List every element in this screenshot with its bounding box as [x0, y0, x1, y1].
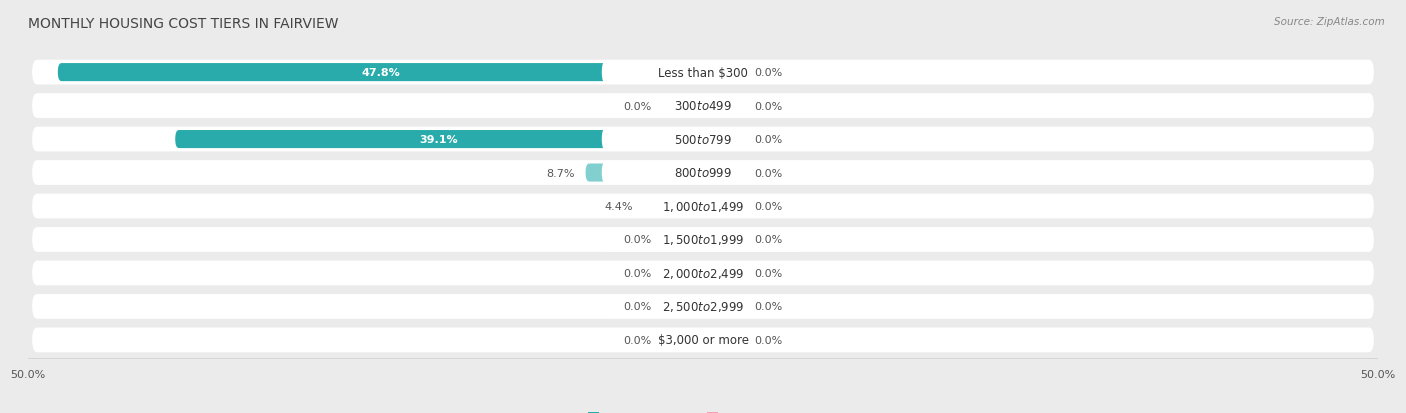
Text: 47.8%: 47.8%: [361, 68, 399, 78]
FancyBboxPatch shape: [703, 264, 744, 282]
Text: $500 to $799: $500 to $799: [673, 133, 733, 146]
FancyBboxPatch shape: [703, 298, 744, 316]
FancyBboxPatch shape: [662, 331, 703, 349]
FancyBboxPatch shape: [602, 328, 804, 352]
FancyBboxPatch shape: [602, 95, 804, 118]
Legend: Owner-occupied, Renter-occupied: Owner-occupied, Renter-occupied: [583, 408, 823, 413]
FancyBboxPatch shape: [32, 127, 1374, 152]
FancyBboxPatch shape: [32, 228, 1374, 252]
Text: $1,000 to $1,499: $1,000 to $1,499: [662, 199, 744, 214]
FancyBboxPatch shape: [602, 128, 804, 152]
FancyBboxPatch shape: [602, 161, 804, 185]
FancyBboxPatch shape: [644, 197, 703, 216]
Text: 0.0%: 0.0%: [754, 135, 783, 145]
Text: Source: ZipAtlas.com: Source: ZipAtlas.com: [1274, 17, 1385, 26]
FancyBboxPatch shape: [32, 261, 1374, 286]
Text: $2,500 to $2,999: $2,500 to $2,999: [662, 300, 744, 313]
Text: 4.4%: 4.4%: [605, 202, 633, 211]
FancyBboxPatch shape: [662, 231, 703, 249]
FancyBboxPatch shape: [703, 131, 744, 149]
Text: 0.0%: 0.0%: [754, 68, 783, 78]
FancyBboxPatch shape: [32, 194, 1374, 219]
FancyBboxPatch shape: [703, 331, 744, 349]
Text: 0.0%: 0.0%: [754, 168, 783, 178]
FancyBboxPatch shape: [602, 228, 804, 252]
Text: 0.0%: 0.0%: [623, 301, 652, 312]
FancyBboxPatch shape: [32, 294, 1374, 319]
Text: Less than $300: Less than $300: [658, 66, 748, 79]
FancyBboxPatch shape: [176, 131, 703, 149]
FancyBboxPatch shape: [602, 195, 804, 218]
Text: MONTHLY HOUSING COST TIERS IN FAIRVIEW: MONTHLY HOUSING COST TIERS IN FAIRVIEW: [28, 17, 339, 31]
FancyBboxPatch shape: [703, 97, 744, 115]
Text: 8.7%: 8.7%: [547, 168, 575, 178]
Text: 0.0%: 0.0%: [754, 235, 783, 245]
FancyBboxPatch shape: [602, 295, 804, 318]
FancyBboxPatch shape: [662, 97, 703, 115]
Text: 0.0%: 0.0%: [754, 101, 783, 112]
Text: $800 to $999: $800 to $999: [673, 166, 733, 180]
Text: 0.0%: 0.0%: [623, 235, 652, 245]
FancyBboxPatch shape: [602, 61, 804, 85]
Text: 0.0%: 0.0%: [754, 301, 783, 312]
Text: 0.0%: 0.0%: [754, 335, 783, 345]
Text: $2,000 to $2,499: $2,000 to $2,499: [662, 266, 744, 280]
FancyBboxPatch shape: [32, 328, 1374, 352]
FancyBboxPatch shape: [703, 231, 744, 249]
Text: 0.0%: 0.0%: [623, 335, 652, 345]
Text: 0.0%: 0.0%: [754, 268, 783, 278]
Text: 39.1%: 39.1%: [420, 135, 458, 145]
Text: $3,000 or more: $3,000 or more: [658, 334, 748, 347]
Text: $1,500 to $1,999: $1,500 to $1,999: [662, 233, 744, 247]
FancyBboxPatch shape: [32, 61, 1374, 85]
FancyBboxPatch shape: [32, 94, 1374, 119]
FancyBboxPatch shape: [58, 64, 703, 82]
FancyBboxPatch shape: [585, 164, 703, 182]
Text: 0.0%: 0.0%: [754, 202, 783, 211]
FancyBboxPatch shape: [662, 264, 703, 282]
FancyBboxPatch shape: [703, 164, 744, 182]
FancyBboxPatch shape: [32, 161, 1374, 185]
FancyBboxPatch shape: [703, 64, 744, 82]
FancyBboxPatch shape: [703, 197, 744, 216]
Text: 0.0%: 0.0%: [623, 268, 652, 278]
Text: $300 to $499: $300 to $499: [673, 100, 733, 113]
FancyBboxPatch shape: [662, 298, 703, 316]
Text: 0.0%: 0.0%: [623, 101, 652, 112]
FancyBboxPatch shape: [602, 261, 804, 285]
